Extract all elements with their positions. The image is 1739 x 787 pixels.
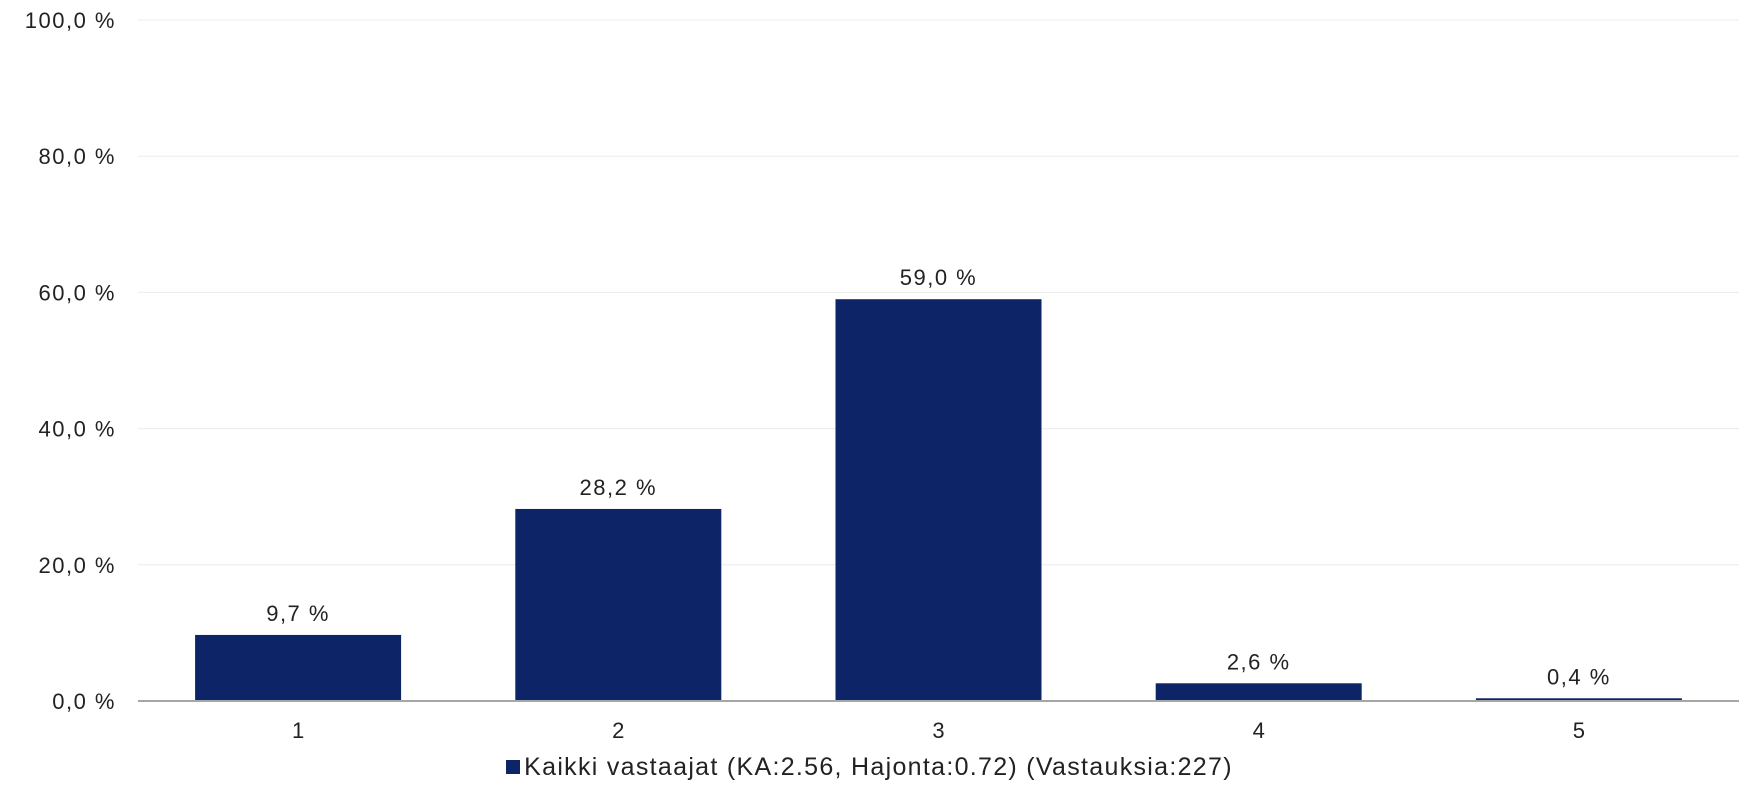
data-label: 28,2 %: [580, 475, 658, 500]
data-label: 2,6 %: [1227, 649, 1291, 674]
legend: Kaikki vastaajat (KA:2.56, Hajonta:0.72)…: [0, 753, 1739, 782]
bar: [835, 299, 1042, 701]
data-label: 59,0 %: [900, 265, 978, 290]
x-tick-label: 3: [932, 718, 944, 743]
y-tick-label: 20,0 %: [39, 553, 117, 578]
labels: 0,0 % 20,0 % 40,0 % 60,0 % 80,0 % 100,0 % 9,7 …: [25, 8, 1611, 743]
legend-swatch: [506, 760, 521, 774]
y-tick-label: 0,0 %: [52, 689, 116, 714]
gridlines: [138, 19, 1739, 566]
x-tick-label: 2: [612, 718, 624, 743]
legend-label: Kaikki vastaajat (KA:2.56, Hajonta:0.72)…: [524, 753, 1233, 781]
data-label: 0,4 %: [1547, 664, 1611, 689]
bars: [195, 299, 1682, 701]
data-label: 9,7 %: [266, 601, 330, 626]
y-tick-label: 60,0 %: [39, 280, 117, 305]
y-tick-label: 100,0 %: [25, 8, 116, 33]
bar: [1475, 698, 1682, 701]
y-tick-label: 40,0 %: [39, 417, 117, 442]
x-tick-label: 4: [1253, 718, 1265, 743]
y-tick-label: 80,0 %: [39, 144, 117, 169]
bar: [1155, 683, 1362, 701]
bar: [515, 508, 722, 701]
bar: [195, 634, 402, 701]
x-tick-label: 5: [1573, 718, 1585, 743]
x-tick-label: 1: [292, 718, 304, 743]
